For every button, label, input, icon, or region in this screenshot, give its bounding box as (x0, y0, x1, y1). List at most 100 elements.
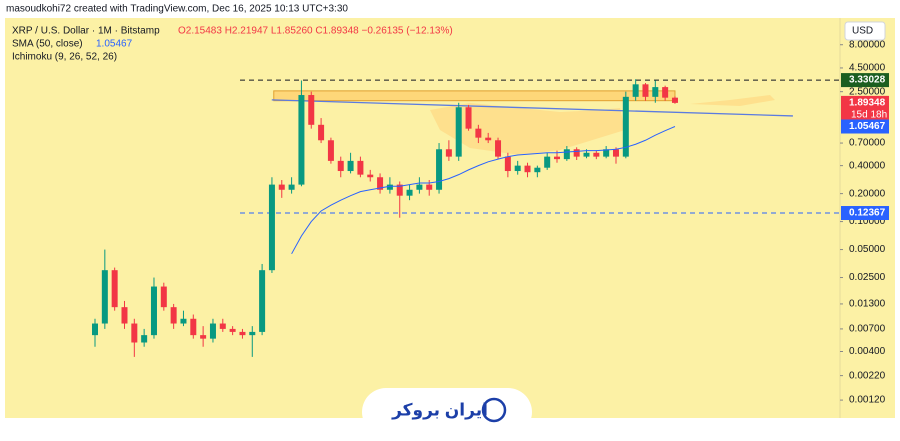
y-tick-label: 0.02500 (849, 272, 886, 283)
watermark-group: ایران بروکر (362, 388, 532, 436)
candle-body (327, 140, 334, 161)
chart-background (5, 18, 895, 418)
sma-line (291, 126, 676, 255)
candle-body (200, 335, 207, 339)
candle-body (504, 156, 511, 172)
symbol: XRP / U.S. Dollar · 1M · Bitstamp (12, 26, 160, 37)
y-tick-label: 0.01300 (849, 299, 886, 310)
candle-body (121, 307, 128, 324)
candle-body (278, 184, 285, 190)
trendline (271, 99, 793, 117)
candle-body (259, 270, 266, 332)
currency[interactable]: USD (852, 26, 873, 37)
candle-body (268, 184, 275, 271)
candle-body (544, 156, 551, 168)
candle-body (406, 189, 413, 196)
candle-body (298, 95, 305, 185)
y-tick-label: 0.00220 (849, 370, 886, 381)
candle-body (141, 335, 148, 343)
watermark: ایران بروکر (391, 400, 488, 420)
price-badge-label: 1.89348 (849, 98, 886, 109)
y-tick-label: 8.00000 (849, 39, 886, 50)
candle-body (229, 328, 236, 332)
y-tick-label: 0.00120 (849, 395, 886, 406)
y-tick-label: 0.20000 (849, 188, 886, 199)
ichimoku-cloud (690, 95, 775, 106)
candle-body (239, 331, 246, 336)
candle-body (288, 184, 295, 190)
candle-body (475, 128, 482, 138)
price-badge-sub: 15d 18h (851, 110, 887, 121)
candle-body (308, 95, 315, 125)
candle-body (347, 160, 354, 172)
candle-body (662, 87, 669, 98)
candle-body (426, 184, 433, 190)
y-tick-label: 0.70000 (849, 138, 886, 149)
ichimoku-legend: Ichimoku (9, 26, 52, 26) (12, 52, 117, 63)
candle-body (514, 165, 521, 172)
candle-body (396, 184, 403, 196)
y-tick-label: 0.00400 (849, 346, 886, 357)
price-badge (841, 73, 889, 88)
candle-body (170, 307, 177, 324)
candle-body (92, 323, 98, 336)
candle-body (131, 323, 138, 343)
watermark-icon (481, 397, 507, 423)
price-badge (841, 119, 889, 134)
candle-body (219, 323, 226, 329)
zone (273, 90, 676, 102)
candle-body (603, 149, 610, 157)
y-tick-label: 0.05000 (849, 244, 886, 255)
candle-body (150, 286, 157, 336)
candle-body (386, 184, 393, 190)
price-badge-label: 1.05467 (849, 121, 886, 132)
candle-body (367, 174, 374, 178)
candle-body (573, 149, 580, 157)
candle-body (524, 165, 531, 173)
candle-body (377, 177, 384, 190)
price-badge-label: 3.33028 (849, 75, 886, 86)
candle-body (357, 160, 364, 175)
price-badge (841, 206, 889, 221)
candle-body (563, 149, 570, 160)
candle-body (318, 124, 325, 141)
candle-body (209, 323, 216, 339)
candle-body (534, 167, 541, 173)
candle-body (583, 152, 590, 157)
candle-body (495, 140, 502, 157)
candle-body (180, 318, 187, 324)
candle-body (337, 160, 344, 172)
candle-body (249, 331, 256, 336)
candle-body (416, 184, 423, 190)
y-tick-label: 2.50000 (849, 86, 886, 97)
y-tick-label: 0.00700 (849, 324, 886, 335)
candle-body (111, 270, 118, 308)
candle-body (445, 149, 452, 157)
candle-body (190, 318, 197, 336)
candle-body (671, 97, 678, 103)
sma-legend: SMA (50, close) (12, 39, 83, 50)
candle-body (465, 107, 472, 129)
candle-body (652, 87, 659, 97)
price-badge-label: 0.12367 (849, 208, 886, 219)
y-tick-label: 4.50000 (849, 63, 886, 74)
candle-body (622, 96, 629, 157)
candle-body (632, 84, 639, 97)
candle-body (642, 84, 649, 97)
candle-body (436, 149, 443, 190)
candle-body (612, 149, 619, 157)
y-tick-label: 0.40000 (849, 160, 886, 171)
candle-body (593, 152, 600, 157)
candle-body (455, 107, 462, 157)
price-badge (841, 95, 889, 122)
candle-body (101, 270, 108, 324)
header: masoudkohi72 created with TradingView.co… (6, 4, 348, 15)
candle-body (554, 156, 561, 160)
y-tick-label: 0.10000 (849, 216, 886, 227)
ohlc: O2.15483 H2.21947 L1.85260 C1.89348 −0.2… (178, 26, 453, 37)
candle-body (160, 286, 167, 308)
currency-box[interactable] (844, 21, 886, 41)
sma-legend-value: 1.05467 (96, 39, 133, 50)
